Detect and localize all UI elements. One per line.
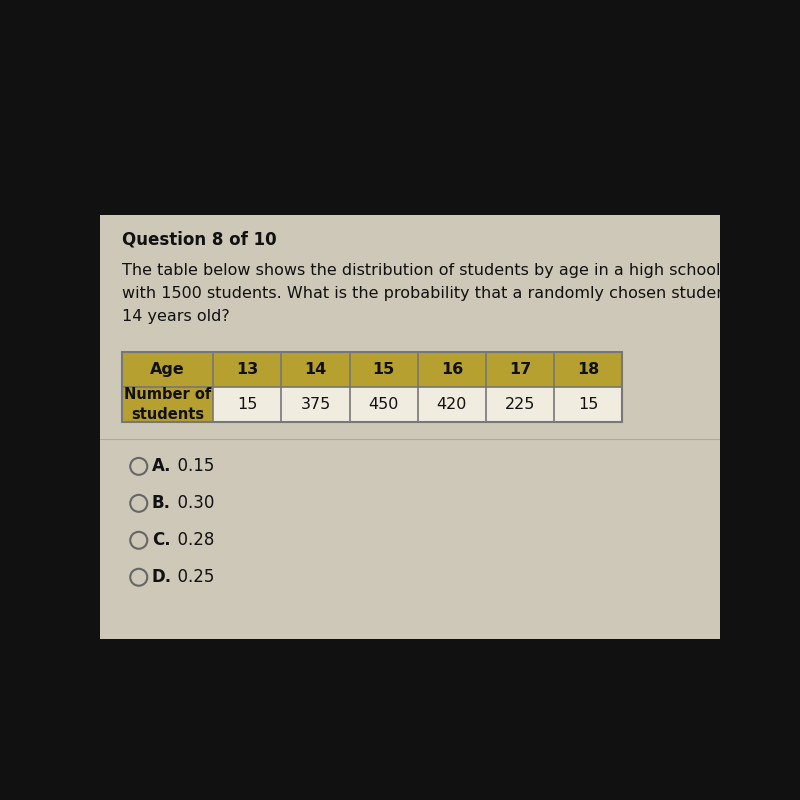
Text: with 1500 students. What is the probability that a randomly chosen student is: with 1500 students. What is the probabil… — [122, 286, 750, 301]
Bar — [282, 387, 350, 422]
Text: C.: C. — [152, 531, 170, 550]
Text: 375: 375 — [300, 398, 330, 412]
Text: 14: 14 — [304, 362, 326, 377]
Text: 16: 16 — [441, 362, 463, 377]
Bar — [100, 215, 720, 639]
Bar — [122, 352, 622, 422]
Text: 0.28: 0.28 — [167, 531, 214, 550]
Text: The table below shows the distribution of students by age in a high school: The table below shows the distribution o… — [122, 263, 720, 278]
Text: D.: D. — [152, 568, 172, 586]
Bar — [554, 387, 622, 422]
Text: Age: Age — [150, 362, 185, 377]
Text: 0.25: 0.25 — [167, 568, 214, 586]
Text: 0.15: 0.15 — [167, 458, 214, 475]
Text: A.: A. — [152, 458, 171, 475]
Text: 18: 18 — [577, 362, 599, 377]
Bar — [486, 387, 554, 422]
Bar — [213, 387, 282, 422]
Text: 15: 15 — [237, 398, 258, 412]
Text: B.: B. — [152, 494, 171, 512]
Text: 17: 17 — [509, 362, 531, 377]
Text: 15: 15 — [373, 362, 394, 377]
Text: Question 8 of 10: Question 8 of 10 — [122, 230, 276, 249]
Text: 450: 450 — [369, 398, 399, 412]
Text: Number of
students: Number of students — [124, 387, 211, 422]
Bar — [350, 387, 418, 422]
Bar — [122, 387, 213, 422]
Bar — [418, 387, 486, 422]
Text: 225: 225 — [505, 398, 535, 412]
Text: 420: 420 — [437, 398, 467, 412]
Text: 15: 15 — [578, 398, 598, 412]
Text: 14 years old?: 14 years old? — [122, 310, 230, 324]
Text: 13: 13 — [236, 362, 258, 377]
Bar — [122, 352, 622, 387]
Text: 0.30: 0.30 — [167, 494, 214, 512]
